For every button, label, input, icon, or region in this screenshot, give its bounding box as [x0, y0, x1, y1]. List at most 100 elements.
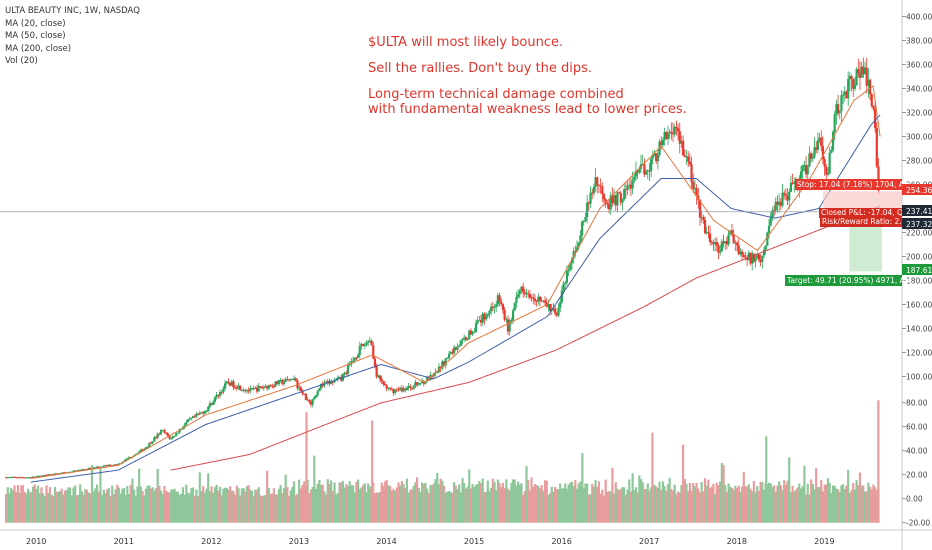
volume-bar [311, 486, 314, 523]
price-tick-label: 180.00 [906, 277, 932, 286]
volume-bar [323, 491, 326, 523]
volume-bar [799, 488, 803, 523]
year-tick-label: 2010 [26, 537, 46, 546]
volume-bar [569, 482, 572, 523]
candle-body [661, 139, 665, 146]
candle-body [788, 191, 791, 201]
volume-bar [42, 493, 45, 523]
candle-body [751, 253, 754, 264]
volume-bar [38, 493, 41, 523]
volume-bar [466, 486, 469, 523]
volume-bar [747, 484, 750, 523]
volume-bar [183, 494, 186, 523]
candle-body [23, 477, 26, 479]
candle-body [666, 133, 670, 140]
candle-body [772, 210, 776, 212]
volume-bar [579, 481, 582, 523]
volume-bar [357, 479, 360, 523]
candle-body [109, 464, 112, 466]
volume-bar [815, 468, 818, 523]
volume-bar [550, 486, 553, 523]
volume-bar [316, 483, 319, 523]
candle-body [567, 269, 570, 272]
candle-body [540, 300, 543, 302]
volume-bar [737, 485, 740, 523]
volume-bar [870, 489, 873, 523]
candle-body [287, 379, 291, 381]
volume-bar [394, 490, 397, 523]
candle-body [618, 192, 621, 194]
volume-bar [663, 486, 666, 523]
candle-body [781, 192, 784, 206]
volume-bar [92, 491, 95, 523]
candle-body [114, 464, 117, 466]
volume-bar [540, 485, 543, 523]
legend-symbol[interactable]: ULTA BEAUTY INC, 1W, NASDAQ [5, 6, 140, 16]
volume-bar [296, 493, 299, 523]
candle-body [25, 477, 28, 479]
volume-bar [459, 492, 462, 523]
volume-bar [148, 485, 151, 523]
volume-bar [634, 487, 638, 523]
volume-bar [697, 488, 700, 523]
ma200-line [170, 205, 881, 471]
candle-body [220, 392, 223, 394]
volume-bar [11, 490, 14, 523]
volume-bar [303, 481, 306, 523]
legend-ma50[interactable]: MA (50, close) [5, 31, 66, 41]
candle-body [784, 194, 787, 196]
candle-body [358, 346, 361, 355]
volume-bar [730, 487, 734, 523]
candle-body [151, 441, 154, 444]
volume-bar [675, 494, 678, 523]
volume-bar [341, 480, 345, 523]
volume-bar [415, 477, 419, 523]
volume-bar [650, 487, 653, 523]
candle-body [212, 401, 215, 405]
candle-body [530, 297, 533, 299]
legend-vol[interactable]: Vol (20) [5, 56, 38, 66]
volume-bar [215, 484, 218, 523]
year-tick-label: 2018 [727, 537, 747, 546]
candle-body [473, 331, 476, 333]
volume-bar [89, 493, 92, 523]
candle-body [259, 386, 262, 388]
volume-bar [97, 492, 100, 523]
candle-body [838, 111, 841, 114]
trade-annotation[interactable]: $ULTA will most likely bounce. Sell the … [368, 35, 687, 117]
volume-bar [644, 489, 648, 523]
candle-body [264, 386, 267, 388]
volume-bar [575, 488, 579, 523]
volume-bar [752, 481, 755, 523]
price-tick-label: 380.00 [906, 37, 932, 46]
volume-bar [382, 485, 385, 523]
volume-bar [94, 488, 97, 523]
volume-bar [106, 489, 109, 523]
candle-body [665, 131, 668, 140]
candle-body [87, 467, 90, 470]
legend-ma200[interactable]: MA (200, close) [5, 43, 72, 54]
candle-body [554, 308, 557, 314]
volume-bar [874, 487, 877, 523]
volume-bar [666, 484, 670, 523]
candle-body [242, 389, 245, 391]
candle-body [202, 412, 205, 414]
volume-bar [688, 483, 691, 523]
volume-bar [511, 479, 515, 523]
volume-bar [191, 487, 195, 523]
volume-bar [560, 488, 563, 523]
volume-bar [431, 484, 434, 523]
volume-bar [543, 480, 547, 523]
volume-bar [48, 487, 52, 523]
volume-bar [505, 479, 508, 523]
volume-bar [247, 485, 250, 523]
candle-body [466, 338, 469, 340]
candle-body [564, 282, 567, 284]
volume-bar [468, 469, 471, 523]
volume-bar [45, 485, 48, 523]
candle-body [826, 173, 830, 175]
legend-ma20[interactable]: MA (20, close) [5, 18, 66, 29]
volume-bar [284, 474, 287, 523]
candle-body [399, 387, 402, 390]
